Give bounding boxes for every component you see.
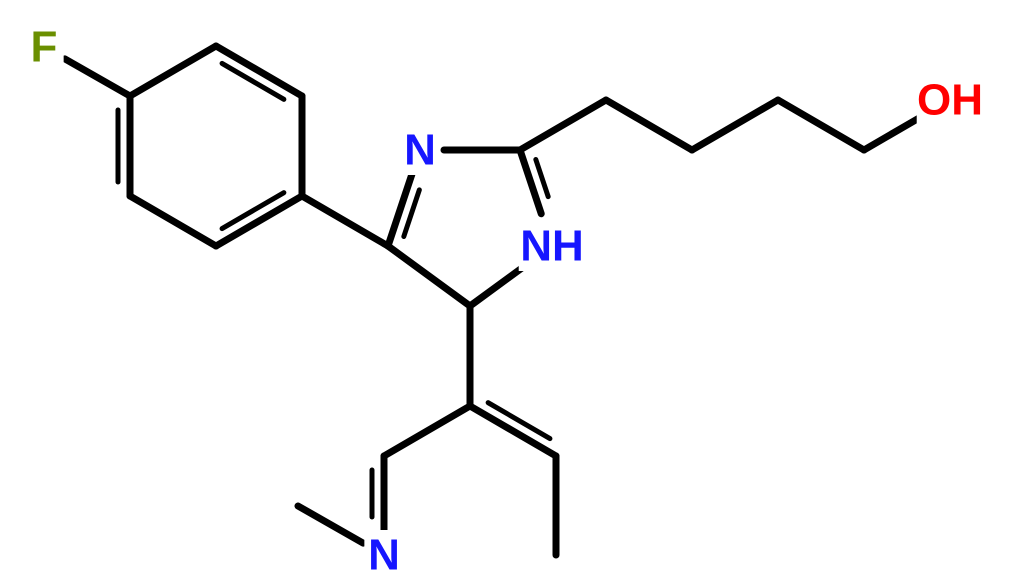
bond [470, 406, 556, 456]
bond [130, 46, 216, 96]
bond [384, 406, 470, 456]
bond-inner [536, 159, 548, 196]
atom-F: F [31, 23, 58, 72]
bond [606, 100, 692, 150]
atom-N: N [404, 126, 436, 175]
bond [216, 196, 302, 246]
bond [778, 100, 864, 150]
bond [692, 100, 778, 150]
atoms-layer: F N NH OH N [24, 22, 983, 571]
bond [216, 46, 302, 96]
bond [388, 173, 412, 246]
atom-O: OH [917, 76, 983, 125]
bonds-layer [65, 46, 921, 555]
bond [520, 100, 606, 150]
bond [470, 266, 525, 306]
bond [65, 59, 130, 96]
molecule-diagram: F N NH OH N [0, 0, 1014, 571]
atom-N: N [368, 531, 400, 571]
atom-N: NH [520, 222, 584, 271]
bond [302, 196, 388, 246]
bond [130, 196, 216, 246]
bond [298, 506, 363, 543]
bond [388, 246, 470, 306]
bond [864, 117, 921, 150]
